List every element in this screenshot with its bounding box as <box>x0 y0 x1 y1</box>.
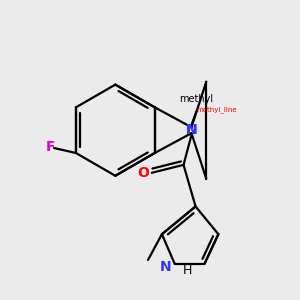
Text: methyl: methyl <box>179 94 214 104</box>
Text: N: N <box>160 260 172 274</box>
Text: N: N <box>186 123 197 137</box>
Text: H: H <box>183 264 192 278</box>
Text: O: O <box>137 166 149 180</box>
Text: F: F <box>45 140 55 154</box>
Text: methyl_line: methyl_line <box>196 106 237 113</box>
Text: N: N <box>186 123 197 137</box>
